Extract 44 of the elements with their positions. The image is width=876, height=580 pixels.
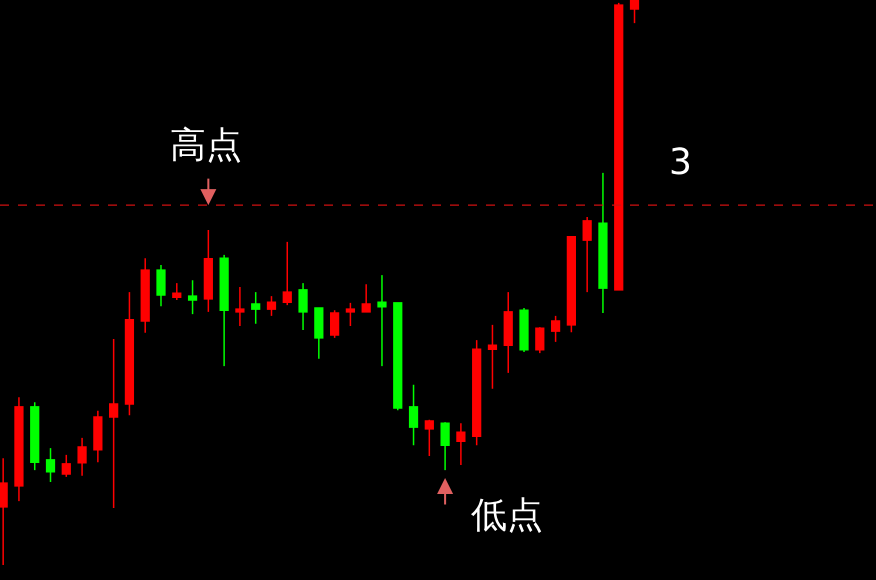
candlestick bbox=[346, 302, 356, 327]
candlestick bbox=[235, 286, 245, 327]
candlestick bbox=[314, 307, 324, 360]
candlestick bbox=[566, 236, 576, 333]
candlestick bbox=[535, 326, 544, 354]
candlestick bbox=[0, 457, 8, 566]
candlestick bbox=[550, 315, 560, 343]
text: 3 bbox=[669, 142, 692, 183]
candlestick bbox=[156, 264, 166, 307]
candlestick bbox=[614, 2, 624, 291]
candlestick bbox=[598, 172, 608, 314]
candlestick bbox=[62, 454, 71, 478]
candlestick bbox=[630, 0, 640, 24]
candlestick bbox=[188, 280, 198, 315]
candlestick bbox=[424, 419, 434, 457]
candlestick bbox=[377, 274, 387, 367]
candlestick bbox=[456, 422, 466, 466]
candlestick bbox=[440, 421, 450, 471]
candlestick bbox=[14, 396, 24, 502]
candlestick bbox=[140, 257, 150, 334]
candlestick bbox=[109, 338, 118, 509]
candlestick bbox=[30, 402, 40, 471]
candlestick bbox=[124, 291, 134, 416]
candlestick bbox=[472, 339, 482, 446]
candlestick bbox=[393, 302, 402, 411]
candlestick bbox=[298, 282, 308, 331]
candlestick bbox=[46, 447, 56, 483]
candlestick bbox=[488, 324, 498, 390]
candlestick bbox=[408, 384, 418, 446]
candlestick bbox=[504, 291, 513, 374]
candlestick bbox=[220, 254, 229, 367]
candlestick bbox=[266, 295, 276, 317]
annotation: 低点 bbox=[471, 495, 543, 536]
candlestick bbox=[519, 307, 529, 353]
candlestick bbox=[251, 291, 260, 325]
candlestick bbox=[282, 241, 292, 306]
candlestick bbox=[77, 437, 87, 476]
annotation: 高点 bbox=[170, 125, 242, 166]
candlestick bbox=[93, 410, 102, 463]
candlestick bbox=[172, 282, 182, 301]
candlestick bbox=[582, 216, 592, 293]
candlestick bbox=[362, 283, 371, 313]
candlestick bbox=[330, 309, 340, 339]
candlestick bbox=[204, 229, 213, 313]
